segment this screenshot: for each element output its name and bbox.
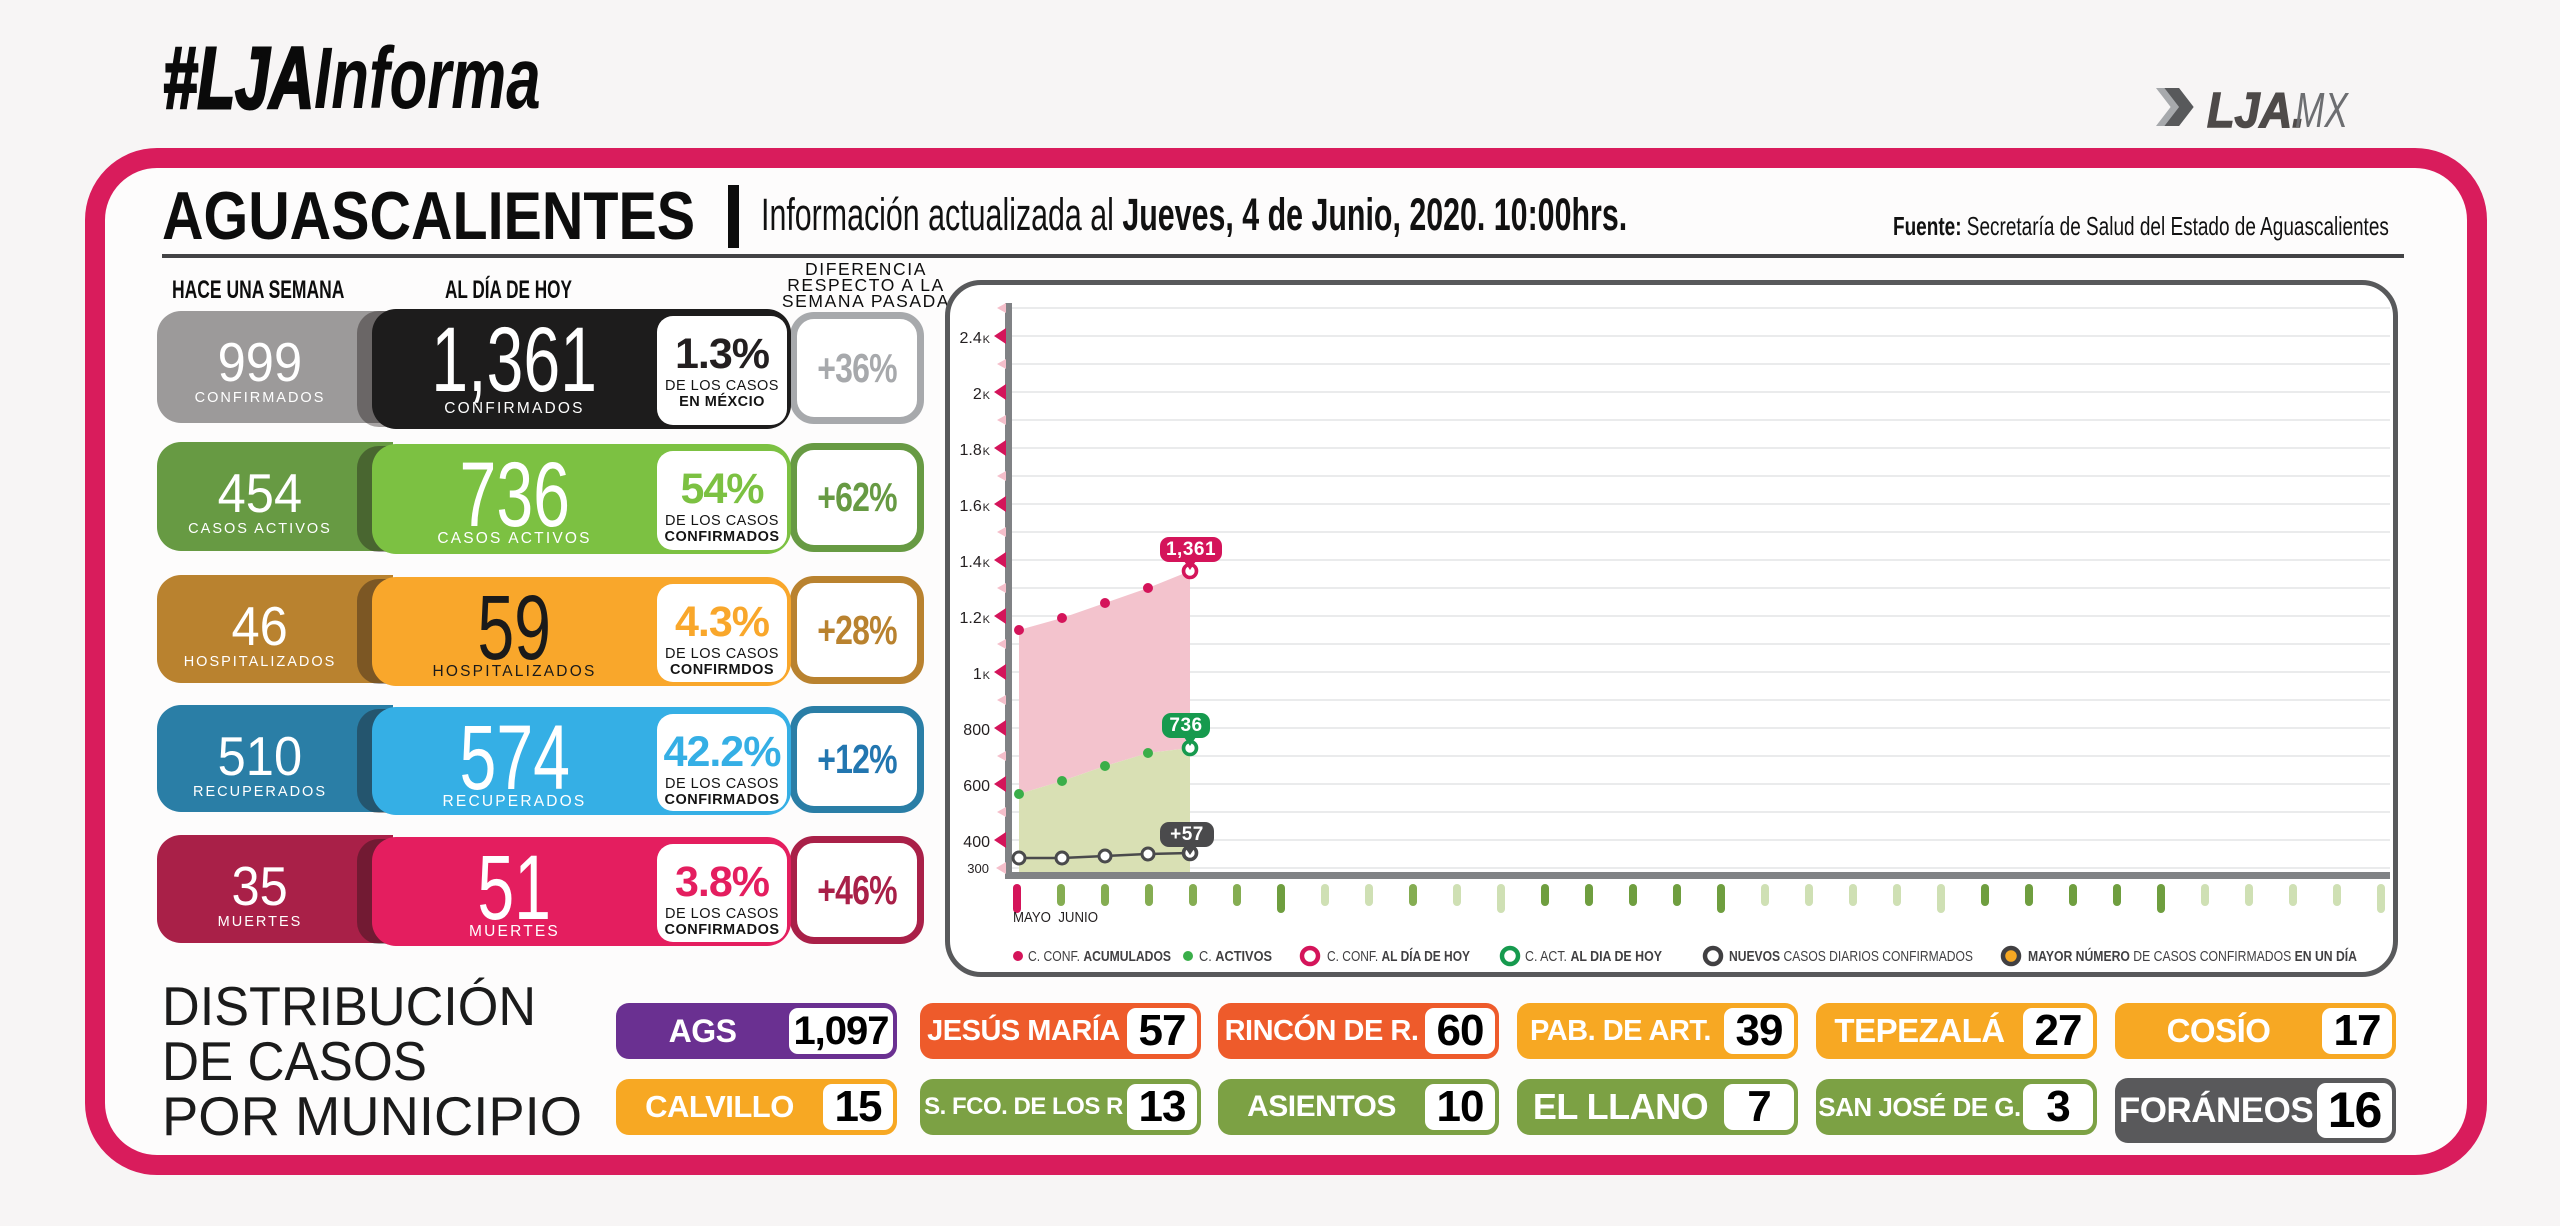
svg-text:1.4 K: 1.4 K: [959, 554, 990, 571]
svg-text:2 K: 2 K: [973, 386, 991, 403]
svg-text:1,361: 1,361: [1166, 539, 1216, 560]
svg-text:800: 800: [963, 722, 990, 739]
svg-text:+57: +57: [1170, 824, 1204, 845]
svg-text:600: 600: [963, 778, 990, 795]
svg-text:C. CONF. AL DÍA DE HOY: C. CONF. AL DÍA DE HOY: [1327, 948, 1470, 965]
svg-text:NUEVOS CASOS DIARIOS CONFIRMAD: NUEVOS CASOS DIARIOS CONFIRMADOS: [1729, 949, 1973, 965]
svg-text:2.4 K: 2.4 K: [959, 330, 990, 347]
svg-text:MAYO JUNIO: MAYO JUNIO: [1013, 909, 1098, 926]
svg-text:C. CONF. ACUMULADOS: C. CONF. ACUMULADOS: [1028, 949, 1171, 965]
svg-text:C. ACTIVOS: C. ACTIVOS: [1199, 949, 1272, 965]
svg-text:300: 300: [967, 861, 989, 876]
svg-text:1 K: 1 K: [973, 666, 991, 683]
svg-text:1.6 K: 1.6 K: [959, 498, 990, 515]
svg-text:MAYOR NÚMERO DE CASOS CONFIRMA: MAYOR NÚMERO DE CASOS CONFIRMADOS EN UN …: [2028, 947, 2357, 965]
svg-text:C. ACT. AL DIA DE HOY: C. ACT. AL DIA DE HOY: [1525, 949, 1662, 965]
svg-text:1.8 K: 1.8 K: [959, 442, 990, 459]
svg-text:400: 400: [963, 834, 990, 851]
svg-text:736: 736: [1169, 715, 1202, 736]
svg-text:1.2 K: 1.2 K: [959, 610, 990, 627]
